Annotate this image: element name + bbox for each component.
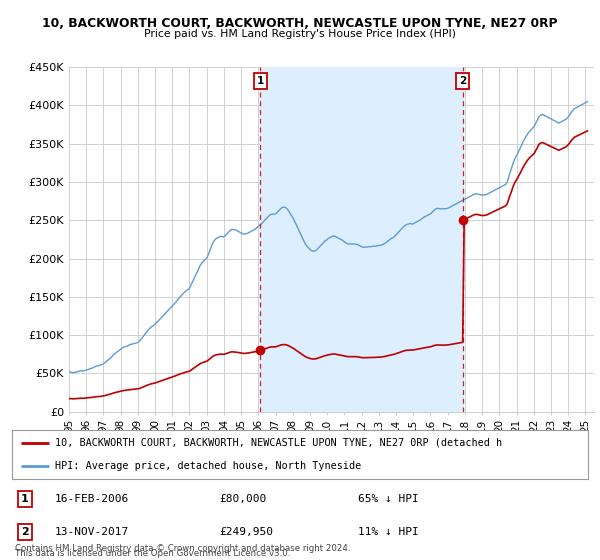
- Text: 11% ↓ HPI: 11% ↓ HPI: [358, 527, 418, 537]
- Text: Price paid vs. HM Land Registry's House Price Index (HPI): Price paid vs. HM Land Registry's House …: [144, 29, 456, 39]
- Bar: [260, 67, 463, 412]
- Text: 1: 1: [257, 76, 264, 86]
- Text: 2: 2: [459, 76, 466, 86]
- Text: 65% ↓ HPI: 65% ↓ HPI: [358, 494, 418, 504]
- Text: £80,000: £80,000: [220, 494, 266, 504]
- Text: 10, BACKWORTH COURT, BACKWORTH, NEWCASTLE UPON TYNE, NE27 0RP: 10, BACKWORTH COURT, BACKWORTH, NEWCASTL…: [42, 17, 558, 30]
- Text: This data is licensed under the Open Government Licence v3.0.: This data is licensed under the Open Gov…: [15, 549, 290, 558]
- Text: £249,950: £249,950: [220, 527, 274, 537]
- Text: HPI: Average price, detached house, North Tyneside: HPI: Average price, detached house, Nort…: [55, 461, 361, 472]
- Text: 13-NOV-2017: 13-NOV-2017: [55, 527, 130, 537]
- Text: 2: 2: [21, 527, 29, 537]
- Text: 10, BACKWORTH COURT, BACKWORTH, NEWCASTLE UPON TYNE, NE27 0RP (detached h: 10, BACKWORTH COURT, BACKWORTH, NEWCASTL…: [55, 438, 502, 448]
- Text: 16-FEB-2006: 16-FEB-2006: [55, 494, 130, 504]
- Text: Contains HM Land Registry data © Crown copyright and database right 2024.: Contains HM Land Registry data © Crown c…: [15, 544, 350, 553]
- Text: 1: 1: [21, 494, 29, 504]
